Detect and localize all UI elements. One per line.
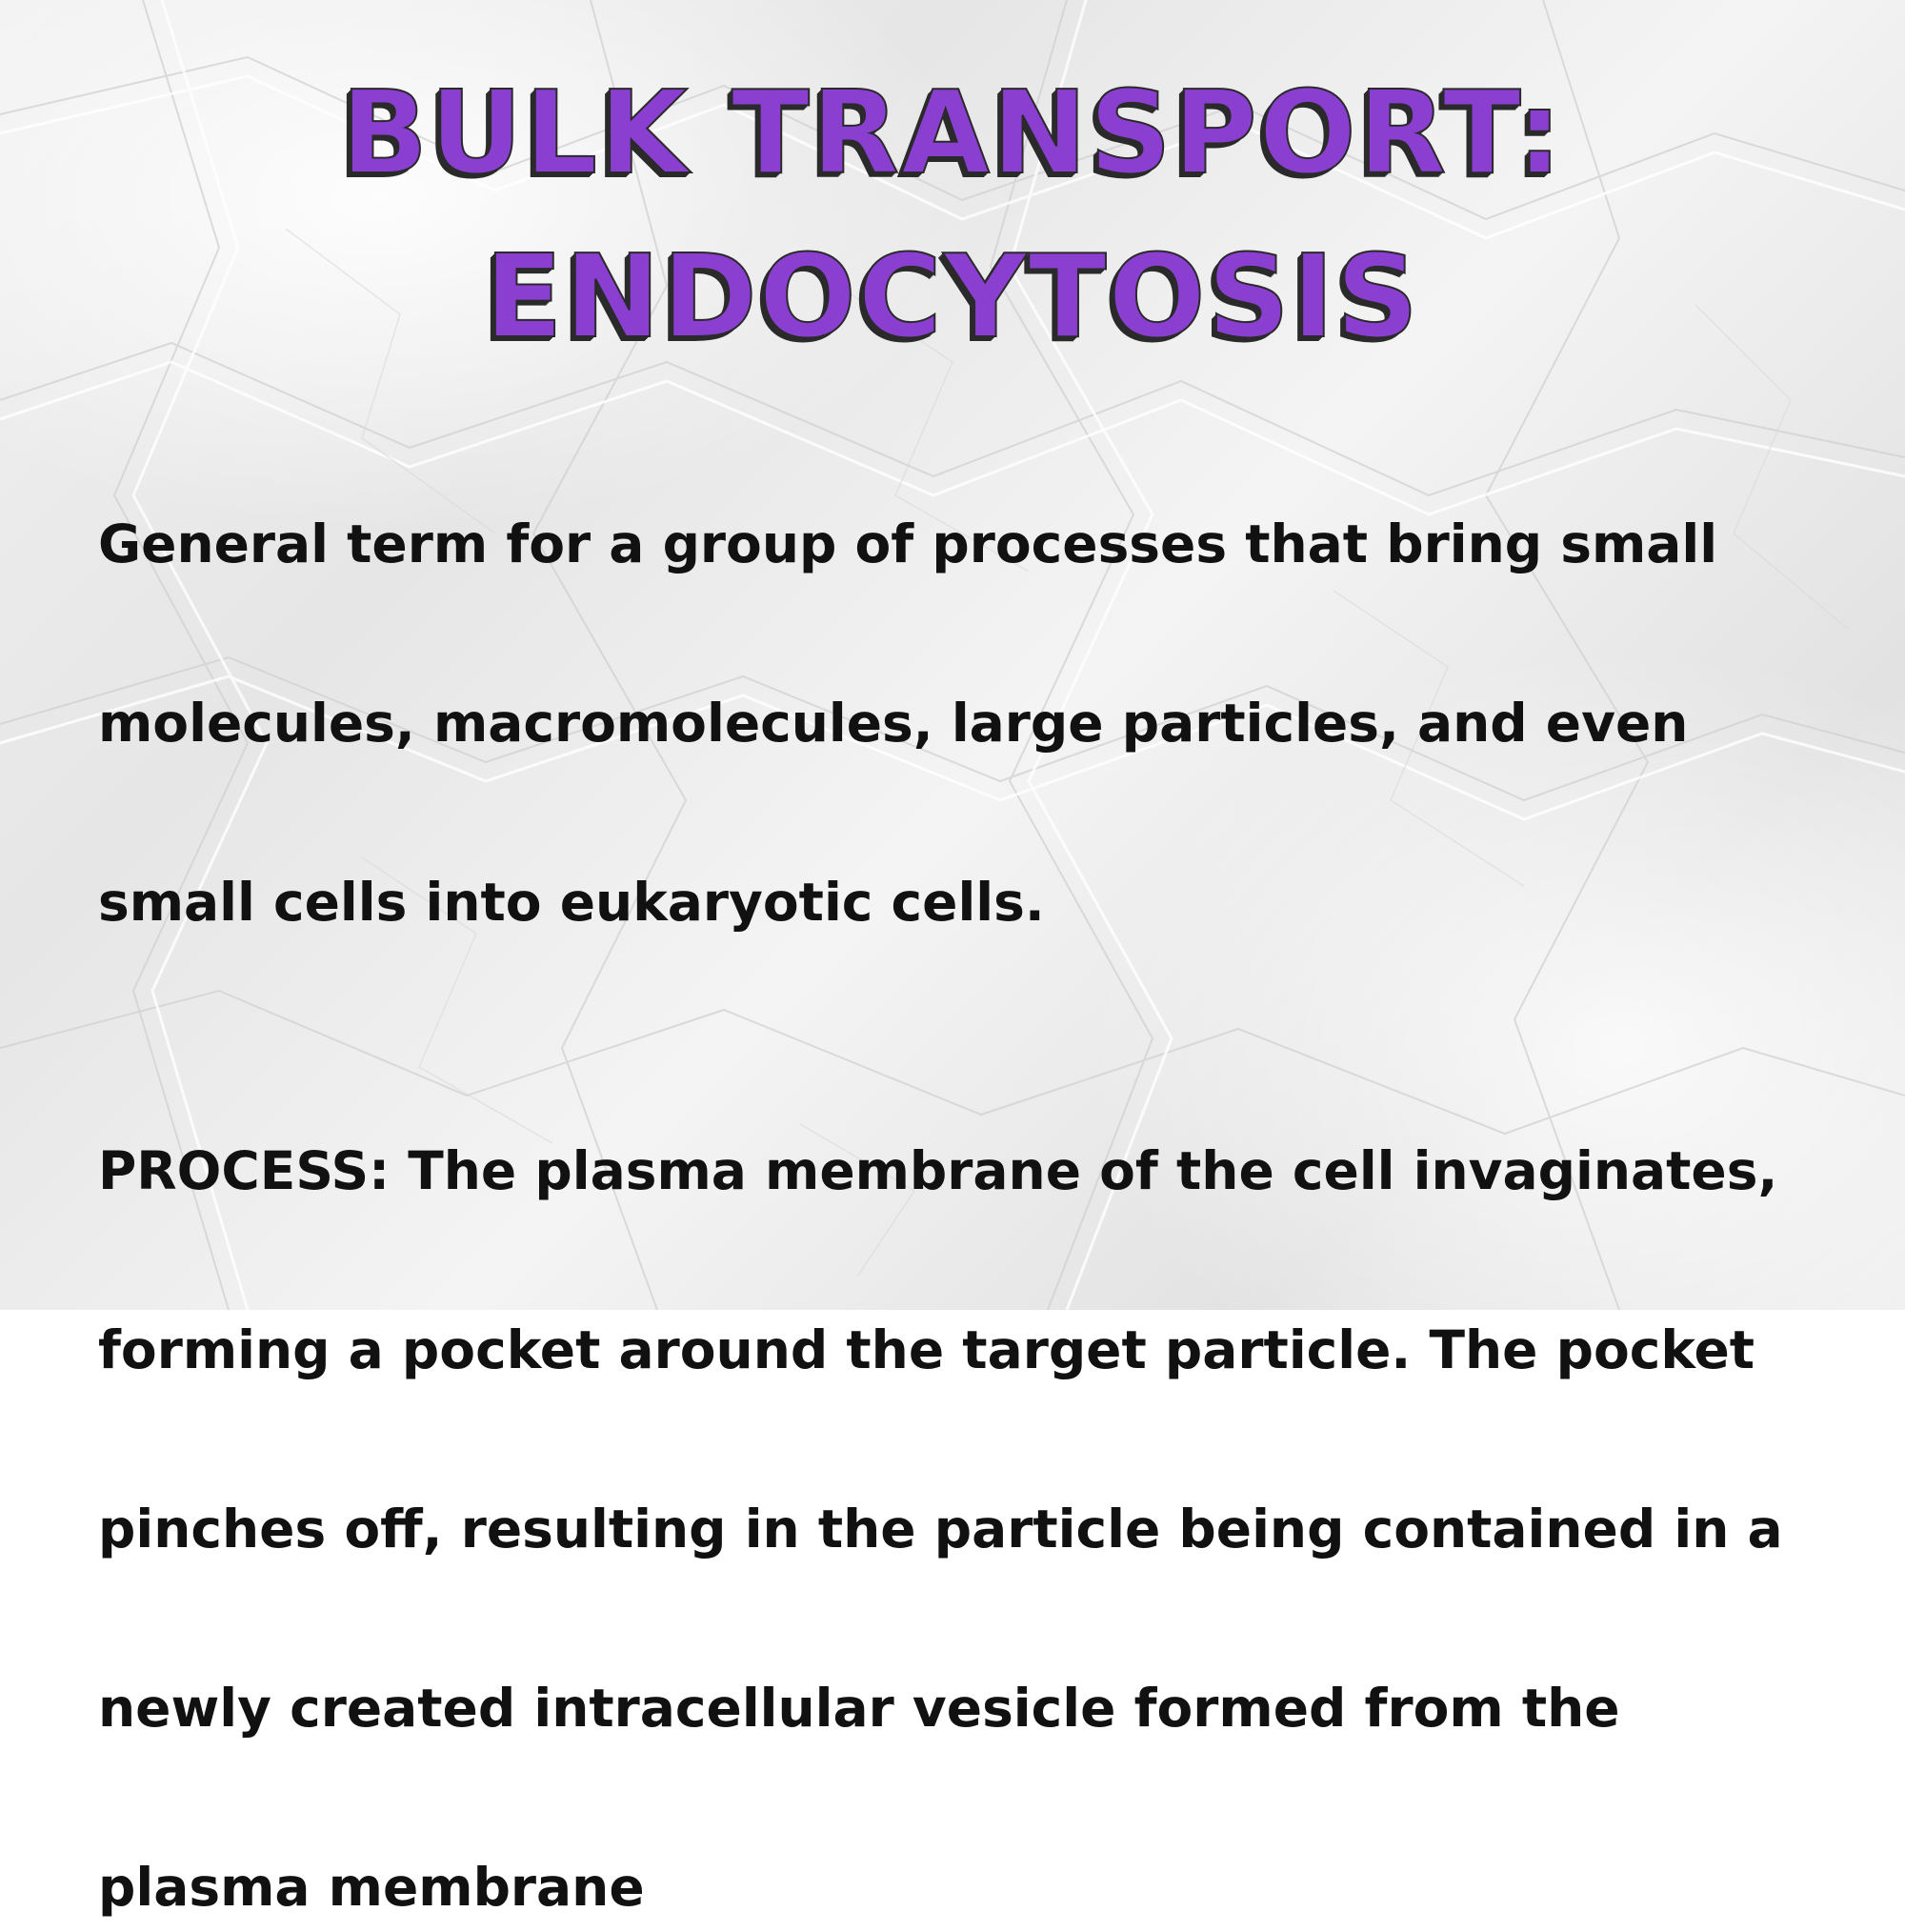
process-paragraph: PROCESS: The plasma membrane of the cell… <box>98 1036 1870 1932</box>
process-line-1: PROCESS: The plasma membrane of the cell… <box>98 1140 1778 1201</box>
crumpled-paper-background <box>0 0 1905 1310</box>
paper-crease-texture <box>0 0 1905 1310</box>
definition-line-3: small cells into eukaryotic cells. <box>98 872 1045 933</box>
definition-line-1: General term for a group of processes th… <box>98 513 1718 574</box>
title-line-1: BULK TRANSPORT: <box>340 67 1565 201</box>
paragraph-gap <box>98 947 1870 1036</box>
definition-line-2: molecules, macromolecules, large particl… <box>98 693 1689 754</box>
page-title: BULK TRANSPORT: ENDOCYTOSIS <box>0 52 1905 380</box>
process-line-4: newly created intracellular vesicle form… <box>98 1678 1620 1739</box>
body-text: General term for a group of processes th… <box>98 410 1870 1932</box>
title-line-2: ENDOCYTOSIS <box>484 231 1421 365</box>
process-line-2: forming a pocket around the target parti… <box>98 1319 1755 1380</box>
definition-paragraph: General term for a group of processes th… <box>98 410 1870 947</box>
process-line-5: plasma membrane <box>98 1857 645 1918</box>
process-line-3: pinches off, resulting in the particle b… <box>98 1499 1783 1560</box>
